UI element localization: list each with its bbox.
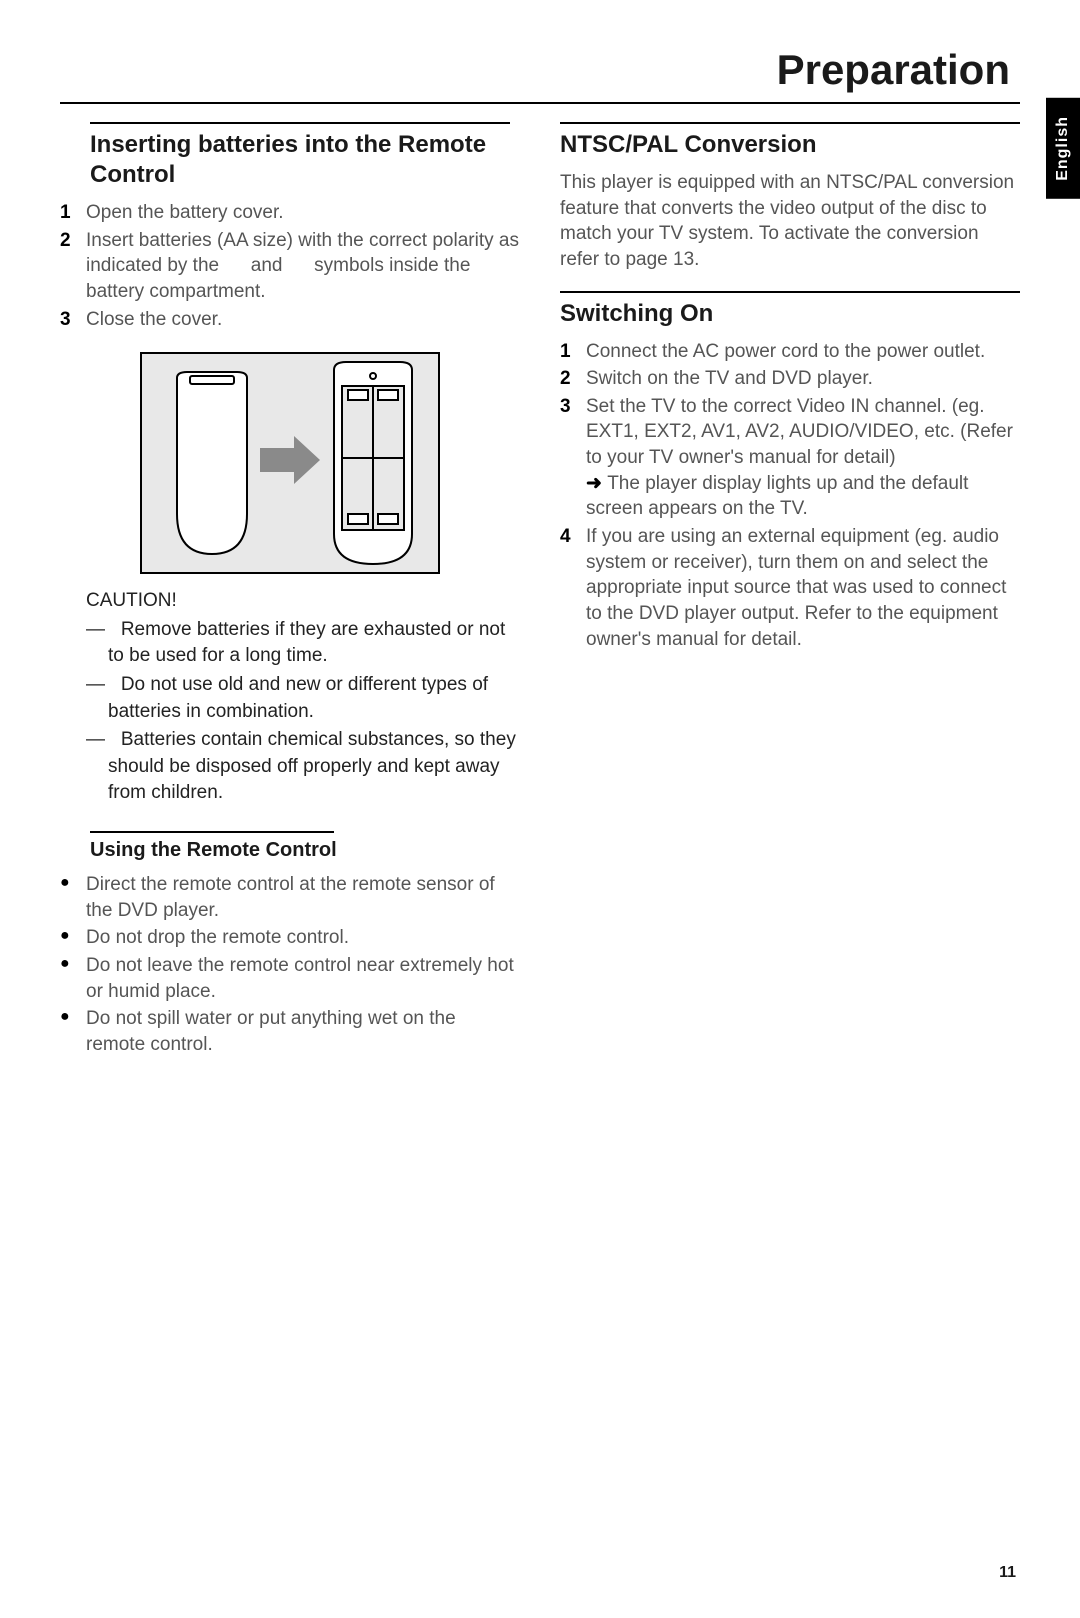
page-number: 11 bbox=[999, 1564, 1016, 1582]
left-column: Inserting batteries into the Remote Cont… bbox=[60, 122, 520, 1059]
section-rule bbox=[90, 122, 510, 124]
content-columns: Inserting batteries into the Remote Cont… bbox=[60, 122, 1020, 1059]
heading-inserting-batteries: Inserting batteries into the Remote Cont… bbox=[90, 130, 510, 190]
remote-usage-list: Direct the remote control at the remote … bbox=[60, 872, 520, 1057]
list-item: Insert batteries (AA size) with the corr… bbox=[60, 228, 520, 305]
heading-using-remote: Using the Remote Control bbox=[90, 839, 510, 862]
title-rule bbox=[60, 102, 1020, 104]
heading-switching-on: Switching On bbox=[560, 299, 1020, 329]
caution-block: CAUTION! — Remove batteries if they are … bbox=[60, 588, 520, 807]
battery-illustration bbox=[140, 352, 440, 574]
caution-line: — Batteries contain chemical substances,… bbox=[86, 727, 520, 807]
ntsc-pal-paragraph: This player is equipped with an NTSC/PAL… bbox=[560, 170, 1020, 273]
list-item: Connect the AC power cord to the power o… bbox=[560, 339, 1020, 365]
section-rule bbox=[560, 291, 1020, 293]
list-item: Switch on the TV and DVD player. bbox=[560, 366, 1020, 392]
language-tab: English bbox=[1046, 98, 1080, 199]
caution-line: — Remove batteries if they are exhausted… bbox=[86, 617, 520, 670]
result-text: The player display lights up and the def… bbox=[586, 473, 968, 520]
list-item: Open the battery cover. bbox=[60, 200, 520, 226]
caution-line: — Do not use old and new or different ty… bbox=[86, 672, 520, 725]
heading-ntsc-pal: NTSC/PAL Conversion bbox=[560, 130, 1020, 160]
list-item: Do not spill water or put anything wet o… bbox=[60, 1006, 520, 1057]
section-rule bbox=[90, 831, 334, 833]
list-item: Do not drop the remote control. bbox=[60, 925, 520, 951]
page-title: Preparation bbox=[60, 46, 1020, 102]
illustration-container bbox=[60, 352, 520, 574]
step-text: Set the TV to the correct Video IN chann… bbox=[586, 396, 1013, 468]
right-column: NTSC/PAL Conversion This player is equip… bbox=[560, 122, 1020, 1059]
list-item: Direct the remote control at the remote … bbox=[60, 872, 520, 923]
section-rule bbox=[560, 122, 1020, 124]
list-item: Set the TV to the correct Video IN chann… bbox=[560, 394, 1020, 522]
caution-title: CAUTION! bbox=[86, 588, 520, 615]
list-item: Close the cover. bbox=[60, 307, 520, 333]
switching-on-list: Connect the AC power cord to the power o… bbox=[560, 339, 1020, 653]
list-item: Do not leave the remote control near ext… bbox=[60, 953, 520, 1004]
list-item: If you are using an external equipment (… bbox=[560, 524, 1020, 652]
result-line: The player display lights up and the def… bbox=[586, 471, 1020, 522]
battery-steps-list: Open the battery cover. Insert batteries… bbox=[60, 200, 520, 332]
